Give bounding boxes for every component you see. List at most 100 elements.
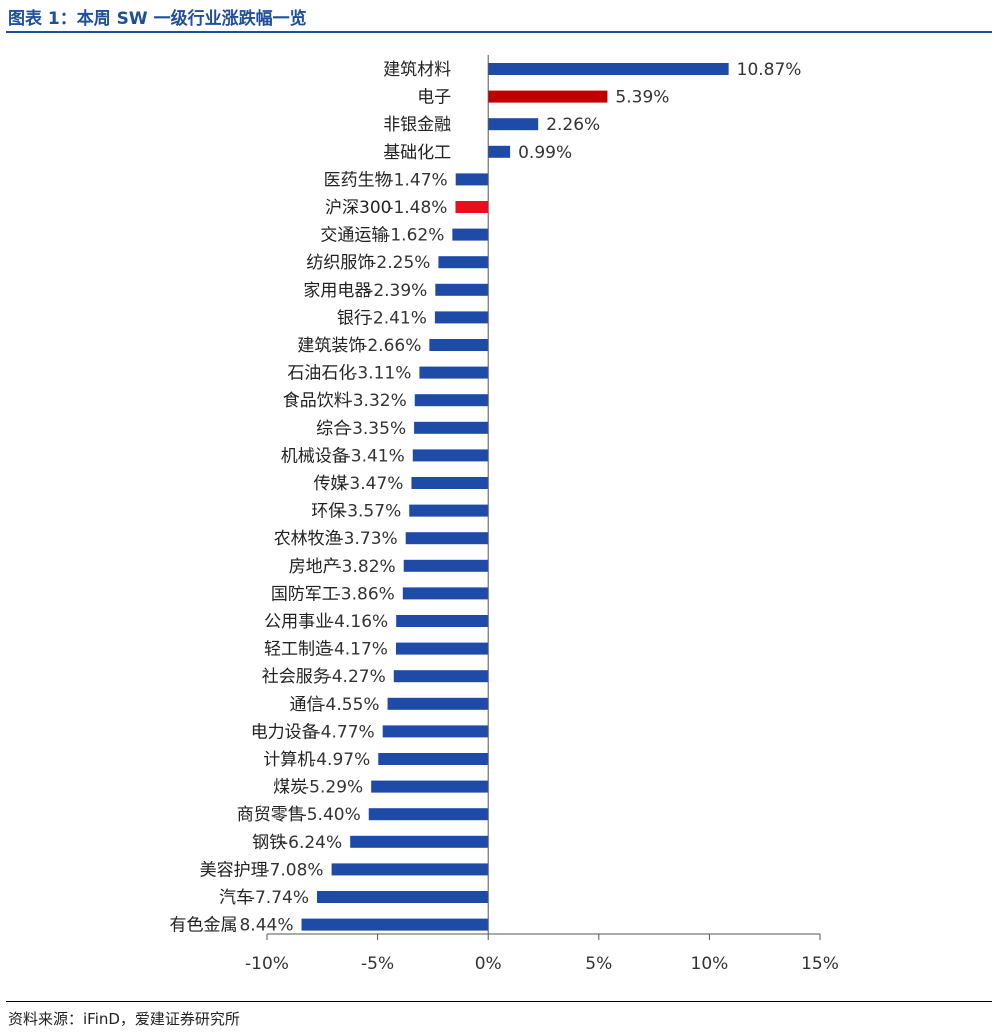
footer-divider	[6, 1001, 992, 1002]
category-label: 家用电器	[303, 281, 371, 301]
category-label: 医药生物	[324, 170, 392, 190]
category-label: 汽车	[219, 888, 253, 908]
bar-14	[412, 449, 489, 462]
bar-6	[452, 228, 489, 241]
page-title: 图表 1：本周 SW 一级行业涨跌幅一览	[8, 9, 307, 29]
bar-23	[387, 697, 489, 710]
category-label: 电子	[417, 88, 451, 108]
x-tick-label-0: -10%	[245, 954, 289, 974]
category-label: 轻工制造	[264, 640, 332, 660]
value-label: -1.62%	[384, 226, 444, 246]
value-label: -1.48%	[387, 198, 447, 218]
value-label: 5.39%	[615, 88, 669, 108]
bar-7	[438, 256, 489, 269]
category-label: 电力设备	[251, 722, 319, 742]
value-label: -1.47%	[388, 170, 448, 190]
value-label: 0.99%	[518, 143, 572, 163]
value-label: -4.97%	[310, 750, 370, 770]
x-tick-label-4: 10%	[691, 954, 729, 974]
bar-8	[435, 283, 489, 296]
bar-19	[402, 587, 489, 600]
bar-1	[488, 90, 608, 103]
bar-9	[434, 311, 489, 324]
value-label: -2.41%	[367, 308, 427, 328]
bar-26	[371, 780, 489, 793]
category-label: 国防军工	[271, 584, 339, 604]
x-tick-label-2: 0%	[475, 954, 502, 974]
category-label: 纺织服饰	[306, 253, 374, 273]
value-label: -4.27%	[326, 667, 386, 687]
value-label: -3.35%	[346, 419, 406, 439]
bar-10	[429, 339, 489, 351]
category-label: 银行	[337, 308, 371, 328]
bar-20	[396, 615, 489, 627]
bar-28	[350, 835, 489, 848]
category-label: 美容护理	[200, 860, 268, 880]
category-label: 公用事业	[264, 612, 332, 632]
bar-27	[368, 808, 489, 821]
bar-4	[455, 173, 489, 186]
category-label: 有色金属	[170, 916, 238, 936]
category-label: 机械设备	[281, 446, 349, 466]
category-label: 传媒	[313, 474, 347, 494]
value-label: -3.57%	[341, 502, 401, 522]
bar-5	[455, 201, 489, 213]
category-label: 社会服务	[262, 667, 330, 687]
value-label: -4.77%	[315, 722, 375, 742]
value-label: -2.66%	[361, 336, 421, 356]
category-label: 环保	[311, 502, 345, 522]
bar-22	[393, 670, 489, 683]
category-label: 交通运输	[320, 226, 388, 246]
value-label: -3.41%	[345, 446, 405, 466]
value-label: -4.17%	[328, 640, 388, 660]
value-label: -3.73%	[338, 529, 398, 549]
category-label: 石油石化	[287, 364, 355, 384]
bar-0	[488, 63, 729, 75]
bar-29	[331, 863, 489, 876]
source-note: 资料来源：iFinD，爱建证券研究所	[8, 1010, 240, 1028]
x-tick-label-1: -5%	[361, 954, 394, 974]
value-label: -7.74%	[249, 888, 309, 908]
bar-31	[301, 918, 489, 931]
bar-15	[411, 477, 489, 489]
category-label: 非银金融	[383, 115, 451, 135]
value-label: -5.29%	[303, 778, 363, 798]
value-label: -4.55%	[319, 695, 379, 715]
value-label: -3.47%	[343, 474, 403, 494]
value-label: 8.44%	[239, 916, 293, 936]
category-label: 建筑装饰	[297, 336, 365, 356]
category-label: 煤炭	[273, 778, 307, 798]
value-label: -2.39%	[367, 281, 427, 301]
bar-12	[414, 394, 489, 407]
category-label: 商贸零售	[237, 805, 305, 825]
category-label: 食品饮料	[283, 391, 351, 411]
value-label: -3.32%	[347, 391, 407, 411]
category-label: 沪深300	[325, 198, 391, 218]
value-label: -6.24%	[282, 833, 342, 853]
value-label: 2.26%	[546, 115, 600, 135]
bar-13	[414, 421, 489, 434]
value-label: 10.87%	[737, 60, 802, 80]
category-label: 房地产	[289, 557, 340, 577]
value-label: -7.08%	[263, 860, 323, 880]
value-label: -5.40%	[301, 805, 361, 825]
x-tick-label-5: 15%	[801, 954, 839, 974]
title-divider	[6, 31, 992, 33]
value-label: -3.86%	[335, 584, 395, 604]
bar-21	[395, 642, 489, 655]
category-label: 建筑材料	[383, 60, 451, 80]
bar-25	[378, 753, 489, 765]
bar-2	[488, 118, 539, 131]
bar-18	[403, 559, 489, 572]
category-label: 通信	[290, 695, 324, 715]
category-label: 农林牧渔	[274, 529, 342, 549]
category-label: 基础化工	[383, 143, 451, 163]
value-label: -3.82%	[336, 557, 396, 577]
value-label: -4.16%	[328, 612, 388, 632]
bar-chart: -10% -5% 0% 5% 10% 15% 建筑材料 10.87% 电子 5.39% 非银金融 2.…	[170, 55, 839, 974]
value-label: -3.11%	[351, 364, 411, 384]
x-tick-label-3: 5%	[585, 954, 612, 974]
bar-11	[419, 366, 489, 379]
bar-30	[316, 891, 489, 903]
value-label: -2.25%	[370, 253, 430, 273]
